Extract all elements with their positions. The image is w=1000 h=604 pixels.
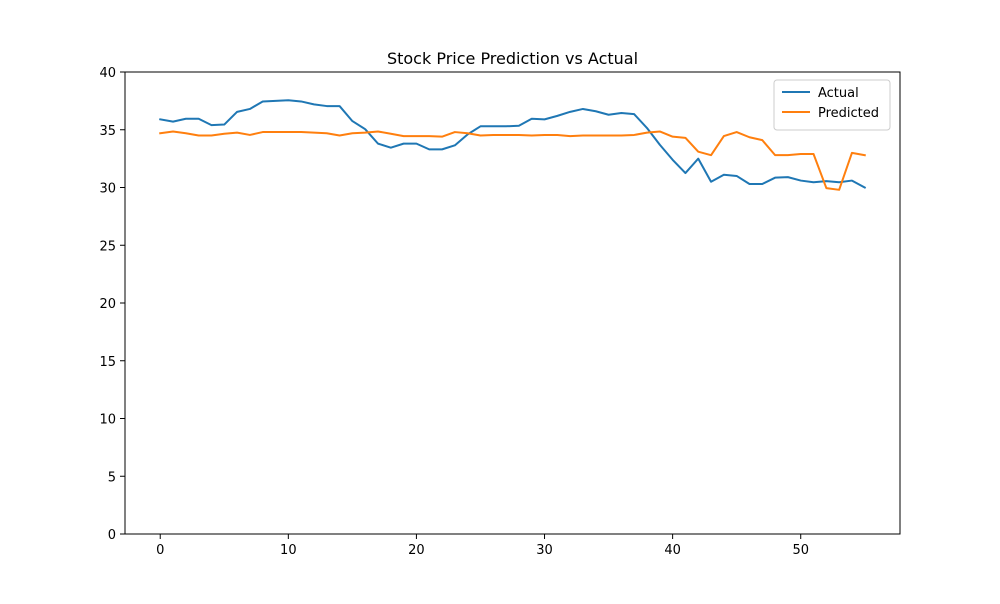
y-tick-label: 40 — [99, 66, 116, 81]
y-tick-label: 10 — [99, 413, 116, 428]
legend-label-actual: Actual — [818, 86, 859, 101]
x-tick-label: 10 — [280, 543, 297, 558]
legend: Actual Predicted — [773, 79, 891, 131]
x-tick-label: 0 — [156, 543, 164, 558]
y-tick-label: 0 — [108, 528, 116, 543]
y-tick-label: 20 — [99, 297, 116, 312]
legend-label-predicted: Predicted — [818, 106, 879, 121]
series-line-actual — [159, 99, 867, 189]
x-tick-label: 40 — [664, 543, 681, 558]
x-tick-label: 50 — [792, 543, 809, 558]
x-tick-label: 30 — [536, 543, 553, 558]
y-tick-label: 30 — [99, 182, 116, 197]
y-tick-label: 25 — [99, 239, 116, 254]
plot-area: 0 10 20 30 40 50 0 5 10 15 20 25 30 35 40 — [99, 66, 901, 558]
y-tick-label: 5 — [108, 470, 116, 485]
plot-frame — [124, 71, 901, 535]
y-tick-label: 35 — [99, 124, 116, 139]
y-tick-label: 15 — [99, 355, 116, 370]
chart-title: Stock Price Prediction vs Actual — [387, 49, 638, 68]
x-tick-label: 20 — [408, 543, 425, 558]
series-line-predicted — [159, 130, 866, 191]
